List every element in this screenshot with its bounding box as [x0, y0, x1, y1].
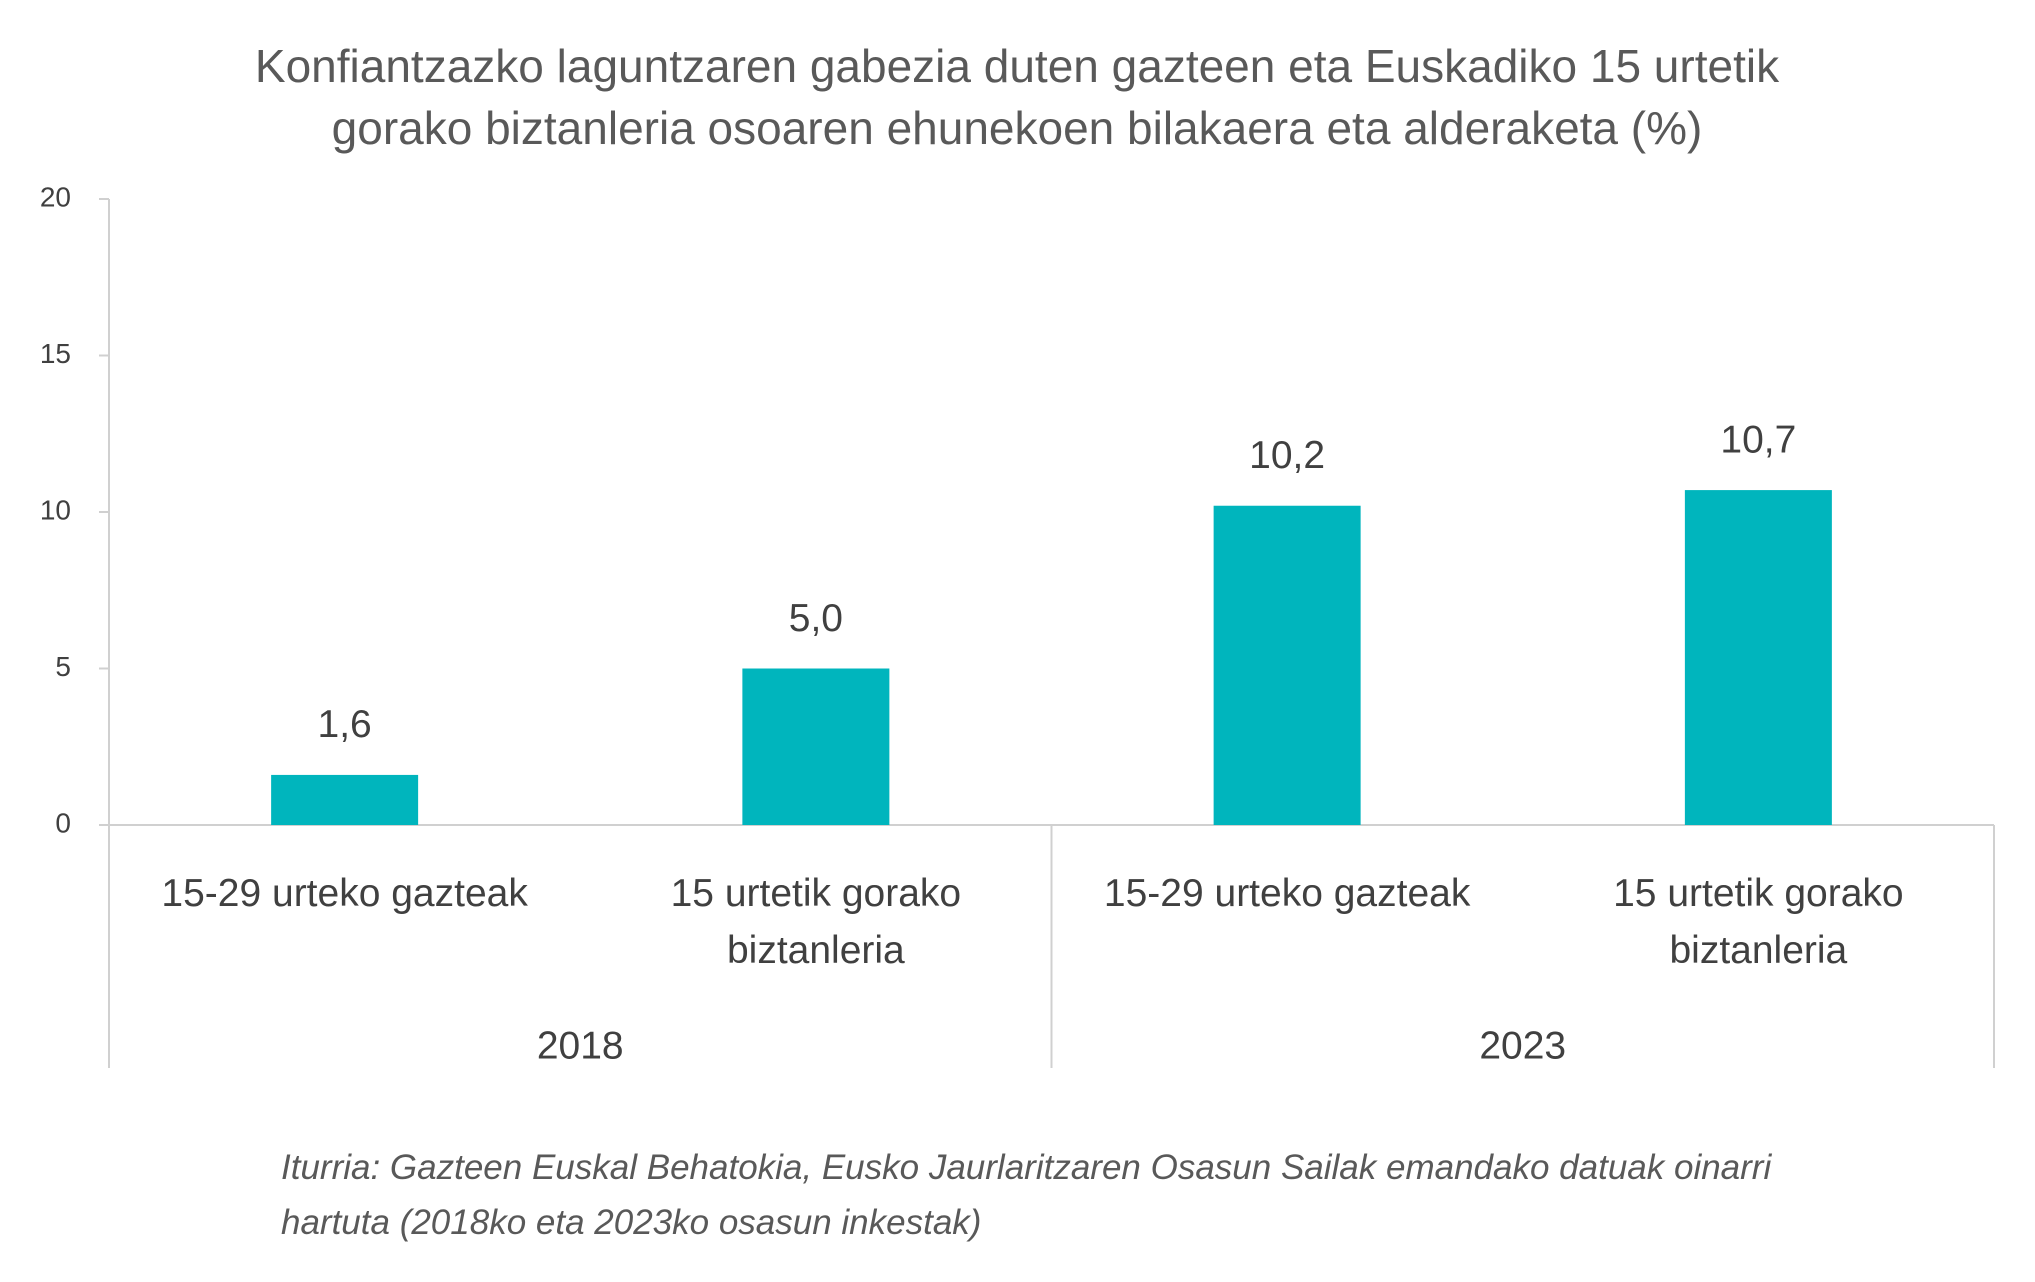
title-box: Konfiantzazko laguntzaren gabezia duten … [254, 40, 1780, 154]
value-label: 5,0 [789, 597, 843, 640]
group-label: 2023 [1479, 1024, 1566, 1067]
bar [1684, 490, 1832, 825]
group-label: 2018 [537, 1024, 624, 1067]
x-tick-label: 15-29 urteko gazteak [161, 872, 528, 915]
value-label: 10,7 [1720, 418, 1796, 461]
bar [742, 668, 890, 825]
x-tick-label: 15-29 urteko gazteak [1103, 872, 1471, 915]
source-box: Iturria: Gazteen Euskal Behatokia, Eusko… [281, 1148, 1772, 1242]
y-tick-label: 10 [40, 494, 71, 525]
category-box: 15 urtetik gorako biztanleria [670, 872, 962, 972]
chart-title: Konfiantzazko laguntzaren gabezia duten … [254, 40, 1780, 154]
bar [271, 774, 419, 825]
category-box: 15-29 urteko gazteak [161, 872, 528, 915]
y-tick-label: 15 [40, 338, 71, 369]
y-tick-label: 20 [40, 181, 71, 212]
bar [1213, 505, 1361, 825]
source-note: Iturria: Gazteen Euskal Behatokia, Eusko… [281, 1148, 1772, 1242]
y-tick-label: 5 [55, 651, 71, 682]
value-label: 1,6 [318, 703, 372, 746]
y-tick-label: 0 [55, 807, 71, 838]
value-label: 10,2 [1249, 434, 1325, 477]
category-box: 15-29 urteko gazteak [1103, 872, 1471, 915]
x-tick-label: 15 urtetik gorako biztanleria [1613, 872, 1904, 972]
category-box: 15 urtetik gorako biztanleria [1613, 872, 1904, 972]
x-tick-label: 15 urtetik gorako biztanleria [670, 872, 962, 972]
